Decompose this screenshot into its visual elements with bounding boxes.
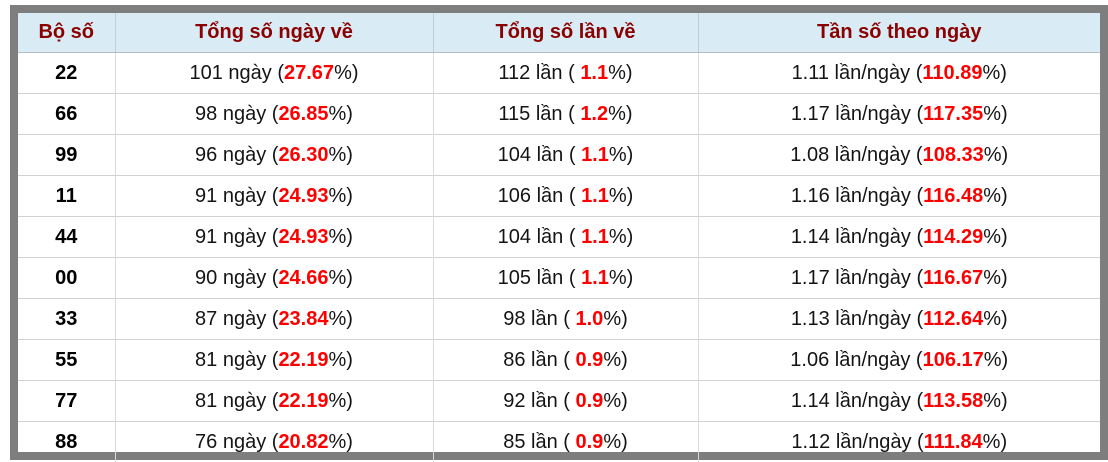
freq-cell: 1.16 lần/ngày (116.48%) [698, 176, 1100, 217]
days-cell: 101 ngày (27.67%) [115, 53, 433, 94]
percent-value: 110.89 [922, 62, 982, 84]
freq-cell: 1.17 lần/ngày (116.67%) [698, 258, 1100, 299]
percent-value: 0.9 [576, 390, 604, 412]
percent-value: 112.64 [923, 308, 983, 330]
days-cell: 81 ngày (22.19%) [115, 340, 433, 381]
percent-value: 117.35 [923, 103, 983, 125]
pair-cell: 88 [18, 422, 115, 462]
percent-value: 1.1 [581, 267, 609, 289]
table-header: Bộ số Tổng số ngày về Tổng số lần về Tần… [18, 13, 1100, 53]
percent-value: 1.1 [580, 62, 608, 84]
days-cell: 91 ngày (24.93%) [115, 176, 433, 217]
percent-value: 113.58 [923, 390, 983, 412]
pair-cell: 11 [18, 176, 115, 217]
col-header-pair: Bộ số [18, 13, 115, 53]
col-header-days: Tổng số ngày về [115, 13, 433, 53]
days-cell: 81 ngày (22.19%) [115, 381, 433, 422]
pair-cell: 55 [18, 340, 115, 381]
percent-value: 1.1 [581, 185, 609, 207]
times-cell: 104 lần ( 1.1%) [433, 135, 698, 176]
freq-cell: 1.08 lần/ngày (108.33%) [698, 135, 1100, 176]
header-row: Bộ số Tổng số ngày về Tổng số lần về Tần… [18, 13, 1100, 53]
freq-cell: 1.11 lần/ngày (110.89%) [698, 53, 1100, 94]
times-cell: 104 lần ( 1.1%) [433, 217, 698, 258]
percent-value: 27.67 [284, 62, 334, 84]
percent-value: 26.30 [278, 144, 328, 166]
percent-value: 23.84 [278, 308, 328, 330]
times-cell: 86 lần ( 0.9%) [433, 340, 698, 381]
days-cell: 98 ngày (26.85%) [115, 94, 433, 135]
percent-value: 24.93 [278, 185, 328, 207]
days-cell: 76 ngày (20.82%) [115, 422, 433, 462]
freq-cell: 1.14 lần/ngày (114.29%) [698, 217, 1100, 258]
col-header-times: Tổng số lần về [433, 13, 698, 53]
percent-value: 1.1 [581, 144, 609, 166]
pair-cell: 99 [18, 135, 115, 176]
percent-value: 1.0 [576, 308, 604, 330]
percent-value: 1.1 [581, 226, 609, 248]
col-header-freq: Tần số theo ngày [698, 13, 1100, 53]
percent-value: 111.84 [924, 431, 983, 453]
pair-cell: 77 [18, 381, 115, 422]
days-cell: 96 ngày (26.30%) [115, 135, 433, 176]
freq-cell: 1.13 lần/ngày (112.64%) [698, 299, 1100, 340]
percent-value: 24.93 [278, 226, 328, 248]
percent-value: 0.9 [576, 431, 604, 453]
times-cell: 98 lần ( 1.0%) [433, 299, 698, 340]
percent-value: 114.29 [923, 226, 983, 248]
days-cell: 90 ngày (24.66%) [115, 258, 433, 299]
percent-value: 116.67 [923, 267, 983, 289]
pair-cell: 66 [18, 94, 115, 135]
pair-cell: 22 [18, 53, 115, 94]
percent-value: 22.19 [278, 390, 328, 412]
lottery-stats-table: Bộ số Tổng số ngày về Tổng số lần về Tần… [18, 13, 1100, 462]
days-cell: 87 ngày (23.84%) [115, 299, 433, 340]
percent-value: 0.9 [576, 349, 604, 371]
percent-value: 26.85 [278, 103, 328, 125]
times-cell: 106 lần ( 1.1%) [433, 176, 698, 217]
lottery-stats-frame: Bộ số Tổng số ngày về Tổng số lần về Tần… [10, 5, 1108, 460]
freq-cell: 1.06 lần/ngày (106.17%) [698, 340, 1100, 381]
freq-cell: 1.12 lần/ngày (111.84%) [698, 422, 1100, 462]
times-cell: 92 lần ( 0.9%) [433, 381, 698, 422]
percent-value: 116.48 [923, 185, 983, 207]
freq-cell: 1.17 lần/ngày (117.35%) [698, 94, 1100, 135]
times-cell: 112 lần ( 1.1%) [433, 53, 698, 94]
percent-value: 24.66 [278, 267, 328, 289]
times-cell: 115 lần ( 1.2%) [433, 94, 698, 135]
pair-cell: 33 [18, 299, 115, 340]
percent-value: 20.82 [278, 431, 328, 453]
percent-value: 106.17 [923, 349, 984, 371]
times-cell: 85 lần ( 0.9%) [433, 422, 698, 462]
percent-value: 108.33 [923, 144, 984, 166]
days-cell: 91 ngày (24.93%) [115, 217, 433, 258]
pair-cell: 44 [18, 217, 115, 258]
pair-cell: 00 [18, 258, 115, 299]
times-cell: 105 lần ( 1.1%) [433, 258, 698, 299]
freq-cell: 1.14 lần/ngày (113.58%) [698, 381, 1100, 422]
percent-value: 22.19 [278, 349, 328, 371]
percent-value: 1.2 [580, 103, 608, 125]
